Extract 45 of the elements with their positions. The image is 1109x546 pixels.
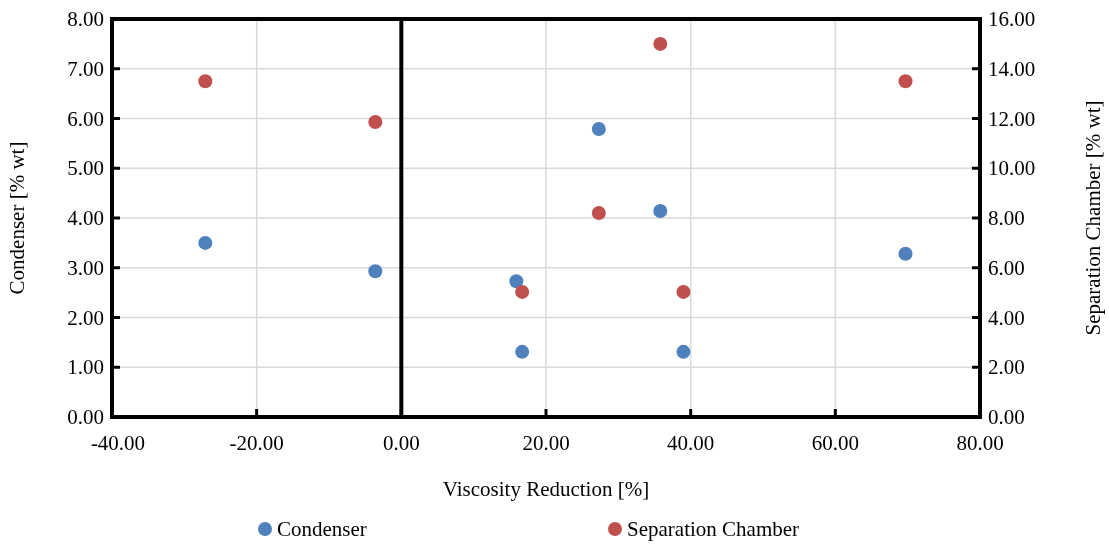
y-tick-label: 8.00 [67,7,104,31]
y2-tick-label: 4.00 [988,305,1025,330]
y-axis-title: Condenser [% wt] [5,141,29,295]
point [898,74,913,89]
y-tick-label: 3.00 [67,255,104,280]
y2-tick-label: 12.00 [988,106,1036,131]
y-tick-label: 2.00 [67,305,104,330]
point [368,114,383,129]
y2-tick-label: 16.00 [988,7,1036,31]
point [509,274,524,289]
x-tick-label: 60.00 [811,431,859,455]
point [198,235,213,250]
point [653,204,668,219]
x-axis-title: Viscosity Reduction [%] [442,477,650,501]
legend-label: Separation Chamber [627,517,800,541]
point [198,74,213,89]
y2-tick-label: 0.00 [988,405,1025,429]
x-tick-label: 0.00 [382,431,420,455]
point [515,344,530,359]
y-tick-label: 0.00 [67,405,104,429]
x-tick-label: -40.00 [90,431,146,455]
y2-tick-label: 6.00 [988,255,1025,280]
point [676,344,691,359]
y2-tick-label: 8.00 [988,206,1025,230]
x-tick-label: 80.00 [956,431,1004,455]
y-tick-label: 1.00 [67,355,104,380]
x-tick-label: -20.00 [229,431,284,455]
point [591,206,606,221]
y-tick-label: 7.00 [67,56,104,81]
y-tick-label: 5.00 [67,156,104,181]
point [515,284,530,299]
y2-tick-label: 14.00 [988,56,1036,81]
point [653,36,668,51]
y2-tick-label: 10.00 [988,156,1036,181]
y2-tick-label: 2.00 [988,355,1025,380]
y-tick-label: 6.00 [67,106,104,131]
y-tick-label: 4.00 [67,206,104,230]
point [898,246,913,261]
point [368,264,383,279]
y2-axis-title: Separation Chamber [% wt] [1081,100,1105,336]
legend-label: Condenser [277,517,367,541]
point [676,284,691,299]
point [591,121,606,136]
x-tick-label: 40.00 [667,431,715,455]
x-tick-label: 20.00 [522,431,570,455]
